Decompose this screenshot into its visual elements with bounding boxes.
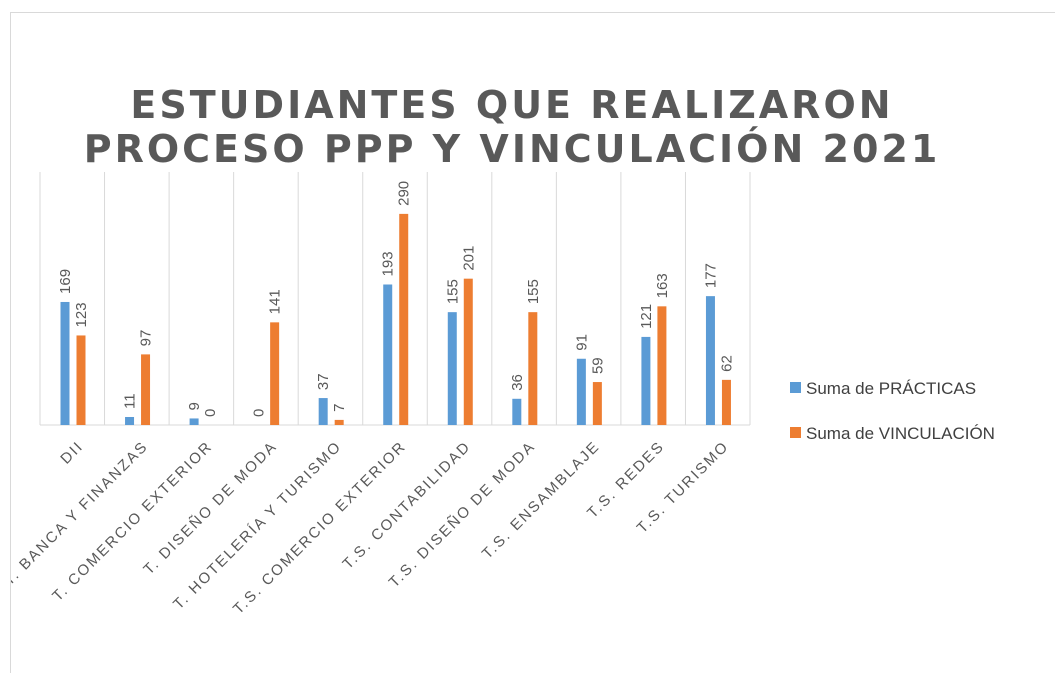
value-label: 141	[267, 289, 284, 314]
bar	[705, 296, 715, 425]
legend-label: Suma de VINCULACIÓN	[806, 424, 995, 443]
x-tick-label: T.S. CONTABILIDAD	[339, 438, 474, 573]
bar	[528, 312, 538, 425]
chart-title: ESTUDIANTES QUE REALIZARON	[130, 83, 893, 127]
x-tick-label: T.S. ENSAMBLAJE	[479, 438, 604, 563]
legend-swatch	[790, 427, 801, 438]
bar	[270, 322, 280, 425]
bar	[641, 336, 651, 425]
value-label: 97	[138, 330, 155, 347]
bar	[592, 382, 602, 425]
value-label: 37	[315, 373, 332, 390]
value-label: 0	[202, 409, 219, 417]
value-label: 123	[73, 302, 90, 327]
bar	[141, 354, 151, 425]
value-label: 36	[509, 374, 526, 391]
x-tick-label: DII	[57, 438, 87, 468]
bar	[463, 278, 473, 425]
value-label: 121	[638, 304, 655, 329]
bar	[721, 379, 731, 425]
chart-border	[10, 12, 1055, 673]
bar	[334, 419, 344, 425]
value-label: 59	[589, 357, 606, 374]
bar	[512, 398, 522, 425]
value-label: 201	[460, 246, 477, 271]
value-label: 169	[57, 269, 74, 294]
value-label: 7	[331, 404, 348, 412]
value-label: 155	[444, 279, 461, 304]
x-tick-label: T. DISEÑO DE MODA	[140, 438, 280, 578]
bar	[383, 284, 393, 425]
chart-title: PROCESO PPP Y VINCULACIÓN 2021	[84, 127, 941, 171]
value-label: 290	[396, 181, 413, 206]
bar	[125, 416, 135, 425]
value-label: 193	[380, 251, 397, 276]
legend-label: Suma de PRÁCTICAS	[806, 379, 976, 398]
bar	[657, 306, 667, 425]
legend-swatch	[790, 382, 801, 393]
value-label: 155	[525, 279, 542, 304]
bar	[576, 358, 586, 425]
bar	[60, 301, 70, 425]
value-label: 11	[122, 393, 139, 409]
bar	[189, 418, 199, 425]
value-label: 91	[573, 334, 590, 351]
bar	[318, 398, 328, 425]
bar	[76, 335, 86, 425]
bar	[399, 213, 409, 425]
value-label: 177	[702, 263, 719, 288]
value-label: 62	[718, 355, 735, 372]
value-label: 0	[251, 409, 268, 417]
value-label: 163	[654, 273, 671, 298]
bar	[447, 312, 457, 425]
value-label: 9	[186, 402, 203, 410]
